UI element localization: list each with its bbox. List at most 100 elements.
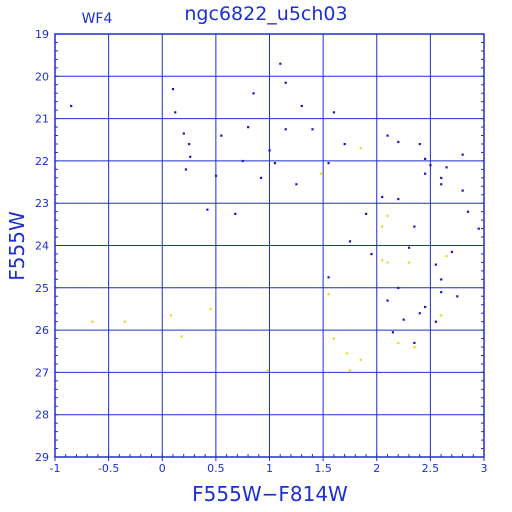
data-point [434, 263, 437, 266]
data-point [266, 369, 269, 372]
data-point [386, 214, 389, 218]
x-tick-label: -1 [50, 462, 61, 475]
x-tick-label: 0.5 [207, 462, 225, 475]
data-point [348, 240, 352, 243]
data-point [206, 208, 209, 211]
data-point [407, 261, 411, 264]
data-point [365, 212, 368, 215]
data-point [418, 142, 421, 146]
data-point [440, 314, 443, 317]
data-point [359, 358, 362, 361]
data-point [424, 172, 427, 175]
data-point [284, 128, 287, 131]
chart-title: ngc6822_u5ch03 [184, 3, 347, 25]
data-point [461, 153, 464, 156]
y-tick-label: 28 [35, 409, 49, 422]
data-point [184, 168, 188, 171]
data-point [332, 111, 336, 114]
data-point [311, 128, 314, 131]
data-point [70, 104, 73, 108]
data-point [279, 62, 282, 65]
data-point [332, 337, 336, 340]
data-point [189, 155, 192, 158]
data-point [429, 164, 432, 167]
data-point [209, 307, 212, 311]
data-point [391, 331, 395, 334]
data-point [214, 174, 218, 177]
data-point [424, 157, 427, 160]
data-point [445, 166, 448, 169]
data-point [252, 92, 255, 95]
data-point [247, 126, 250, 129]
y-tick-label: 19 [35, 28, 49, 41]
data-point [182, 132, 185, 135]
data-point [445, 255, 448, 258]
data-point [300, 104, 303, 108]
x-tick-label: 1.5 [314, 462, 332, 475]
data-point [327, 276, 330, 279]
data-point [381, 225, 384, 228]
x-tick-label: 0 [159, 462, 166, 475]
data-point [327, 293, 330, 296]
data-point [188, 142, 191, 146]
data-point [345, 352, 348, 355]
x-tick-label: -0.5 [98, 462, 119, 475]
y-tick-label: 22 [35, 155, 49, 168]
y-tick-label: 25 [35, 282, 49, 295]
data-point [284, 81, 287, 84]
data-point [402, 318, 405, 321]
x-tick-label: 2 [373, 462, 380, 475]
data-point [407, 246, 411, 249]
data-point [386, 134, 389, 137]
plot-frame [54, 33, 485, 458]
y-tick-label: 29 [35, 451, 49, 464]
data-point [413, 225, 416, 228]
x-axis-label: F555W−F814W [192, 482, 348, 506]
data-point [397, 197, 400, 201]
data-point [397, 286, 400, 289]
y-tick-labels: 19 20 21 22 23 24 25 26 27 28 29 [35, 28, 49, 464]
data-point [450, 250, 454, 254]
y-tick-label: 27 [35, 366, 49, 379]
data-point [171, 87, 175, 91]
data-point [418, 312, 421, 315]
data-point [180, 335, 183, 338]
data-point [440, 278, 443, 281]
x-tick-label: 2.5 [422, 462, 440, 475]
data-points [70, 62, 480, 372]
data-point [174, 111, 177, 114]
data-point [386, 299, 389, 302]
y-tick-label: 21 [35, 113, 49, 126]
data-point [434, 320, 437, 323]
y-tick-label: 20 [35, 70, 49, 83]
data-point [241, 159, 244, 163]
data-point [440, 176, 443, 180]
y-tick-label: 23 [35, 197, 49, 210]
y-tick-label: 26 [35, 324, 49, 337]
data-point [381, 195, 384, 199]
data-point [327, 162, 330, 165]
data-point [477, 227, 480, 230]
chart-subtitle: WF4 [82, 11, 113, 27]
data-point [456, 295, 459, 298]
data-point [381, 259, 384, 262]
data-point [295, 183, 298, 186]
y-axis-label: F555W [5, 211, 29, 281]
data-point [424, 305, 427, 309]
data-point [440, 183, 443, 186]
data-point [397, 341, 400, 344]
data-point [273, 162, 277, 165]
data-point [397, 140, 400, 144]
data-point [234, 212, 237, 215]
data-point [268, 149, 271, 152]
data-point [386, 261, 389, 264]
grid-lines [54, 33, 485, 461]
data-point [413, 346, 416, 349]
x-tick-label: 1 [266, 462, 273, 475]
data-point [461, 189, 464, 192]
y-tick-label: 24 [35, 240, 49, 253]
data-point [440, 291, 443, 294]
data-point [370, 252, 373, 256]
data-point [169, 314, 173, 317]
